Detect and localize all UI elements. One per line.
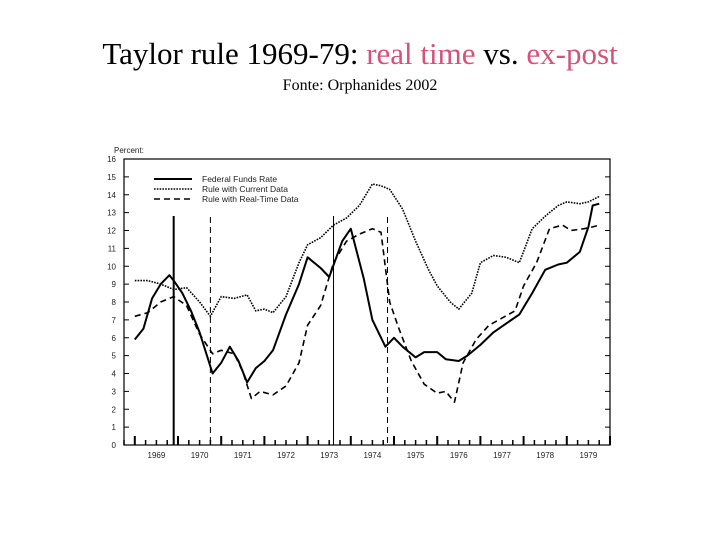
y-tick-label: 14	[107, 191, 116, 200]
y-tick-label: 10	[107, 262, 116, 271]
x-tick-label: 1975	[407, 451, 425, 460]
legend-label: Rule with Current Data	[202, 184, 288, 194]
x-tick-label: 1970	[191, 451, 209, 460]
y-tick-label: 13	[107, 209, 116, 218]
x-tick-label: 1976	[450, 451, 468, 460]
slide-subtitle: Fonte: Orphanides 2002	[282, 77, 438, 94]
series-line-dashed	[134, 224, 600, 403]
series-line-solid	[134, 202, 600, 384]
x-tick-label: 1972	[277, 451, 295, 460]
y-tick-label: 1	[112, 423, 117, 432]
title-part-2: vs.	[475, 36, 527, 71]
title-highlight-real-time: real time	[366, 36, 476, 71]
x-tick-label: 1977	[493, 451, 511, 460]
x-tick-label: 1978	[536, 451, 554, 460]
y-tick-label: 12	[107, 227, 116, 236]
y-tick-label: 16	[107, 155, 116, 164]
x-tick-label: 1979	[580, 451, 598, 460]
y-tick-label: 3	[112, 387, 117, 396]
y-axis-label: Percent:	[114, 146, 144, 155]
y-tick-label: 11	[108, 244, 117, 253]
legend-label: Federal Funds Rate	[202, 174, 277, 184]
x-tick-label: 1973	[320, 451, 338, 460]
slide-title: Taylor rule 1969-79: real time vs. ex-po…	[0, 36, 720, 72]
y-tick-label: 9	[112, 280, 117, 289]
y-tick-label: 15	[107, 173, 116, 182]
y-tick-label: 5	[112, 352, 117, 361]
x-tick-label: 1971	[234, 451, 252, 460]
y-tick-label: 0	[112, 441, 117, 450]
title-highlight-ex-post: ex-post	[526, 36, 618, 71]
y-tick-label: 2	[112, 405, 117, 414]
series-line-dotted	[134, 183, 600, 318]
legend-label: Rule with Real-Time Data	[202, 194, 299, 204]
title-part-1: Taylor rule 1969-79:	[102, 36, 367, 71]
y-tick-label: 6	[112, 334, 117, 343]
plot-frame	[123, 158, 611, 446]
x-tick-label: 1969	[148, 451, 166, 460]
y-tick-label: 8	[112, 298, 117, 307]
x-tick-label: 1974	[364, 451, 382, 460]
y-tick-label: 4	[112, 370, 117, 379]
y-tick-label: 7	[112, 316, 117, 325]
